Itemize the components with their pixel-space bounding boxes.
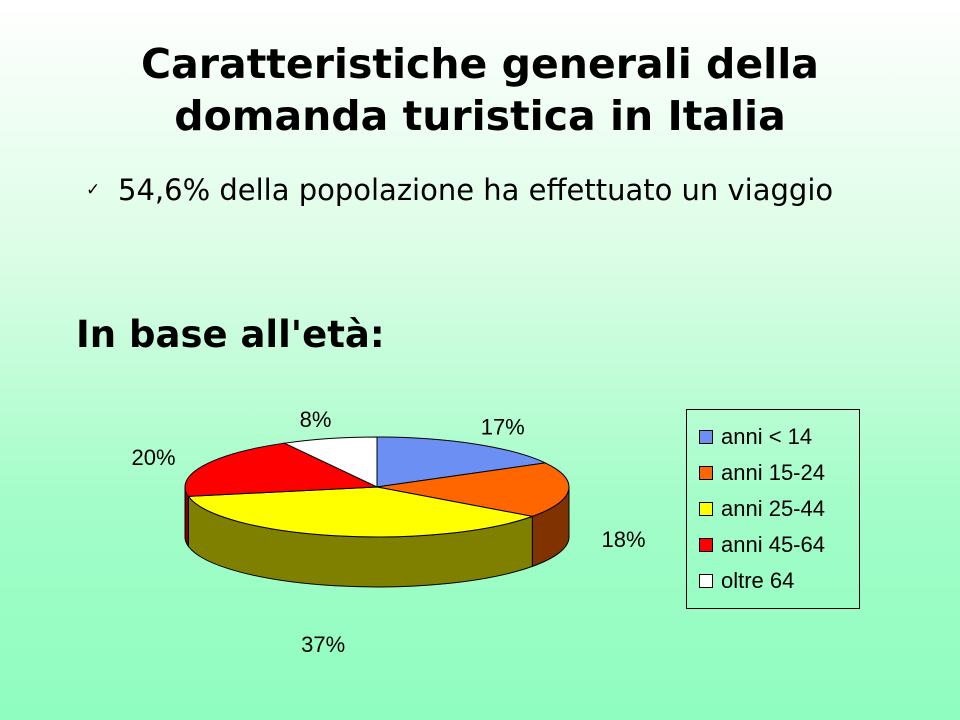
pie-slice-anni-25-44: [187, 486, 535, 538]
legend-item-anni-15-24: anni 15-24: [699, 458, 825, 488]
pie-data-labels: 17% 18% 37% 20% 8%: [131, 407, 645, 657]
pie-slice-anni-15-24: [376, 462, 570, 517]
pie-slice-anni-45-64: [184, 442, 378, 497]
pie-slice-anni-14: [376, 436, 547, 488]
legend-item-anni-25-44: anni 25-44: [699, 494, 825, 524]
bullet-text: 54,6% della popolazione ha effettuato un…: [118, 173, 834, 207]
pie-side-walls: [184, 486, 570, 588]
pie-label-oltre-64: 8%: [300, 407, 332, 432]
legend-swatch: [699, 538, 713, 552]
pie-label-anni-25-44: 37%: [301, 632, 345, 657]
legend-item-oltre-64: oltre 64: [699, 566, 794, 596]
check-icon: ✓: [86, 180, 101, 200]
chart-legend: anni < 14 anni 15-24 anni 25-44 anni 45-64 o…: [686, 409, 860, 609]
legend-swatch: [699, 466, 713, 480]
legend-swatch: [699, 574, 713, 588]
legend-label: anni 15-24: [721, 460, 825, 485]
legend-item-anni-45-64: anni 45-64: [699, 530, 825, 560]
pie-label-anni-14: 17%: [481, 415, 525, 440]
legend-label: oltre 64: [721, 568, 795, 593]
legend-item-anni-14: anni < 14: [699, 422, 812, 452]
pie-slice-oltre-64: [282, 436, 378, 488]
page-title: Caratteristiche generali della domanda t…: [141, 40, 819, 140]
legend-swatch: [699, 502, 713, 516]
legend-swatch: [699, 430, 713, 444]
pie-label-anni-45-64: 20%: [131, 445, 175, 470]
legend-label: anni 25-44: [721, 496, 825, 521]
legend-label: anni < 14: [721, 424, 813, 449]
chart-subheading: In base all'età:: [76, 313, 385, 356]
pie-label-anni-15-24: 18%: [601, 527, 645, 552]
pie-top-faces: [184, 436, 570, 538]
legend-label: anni 45-64: [721, 532, 825, 557]
